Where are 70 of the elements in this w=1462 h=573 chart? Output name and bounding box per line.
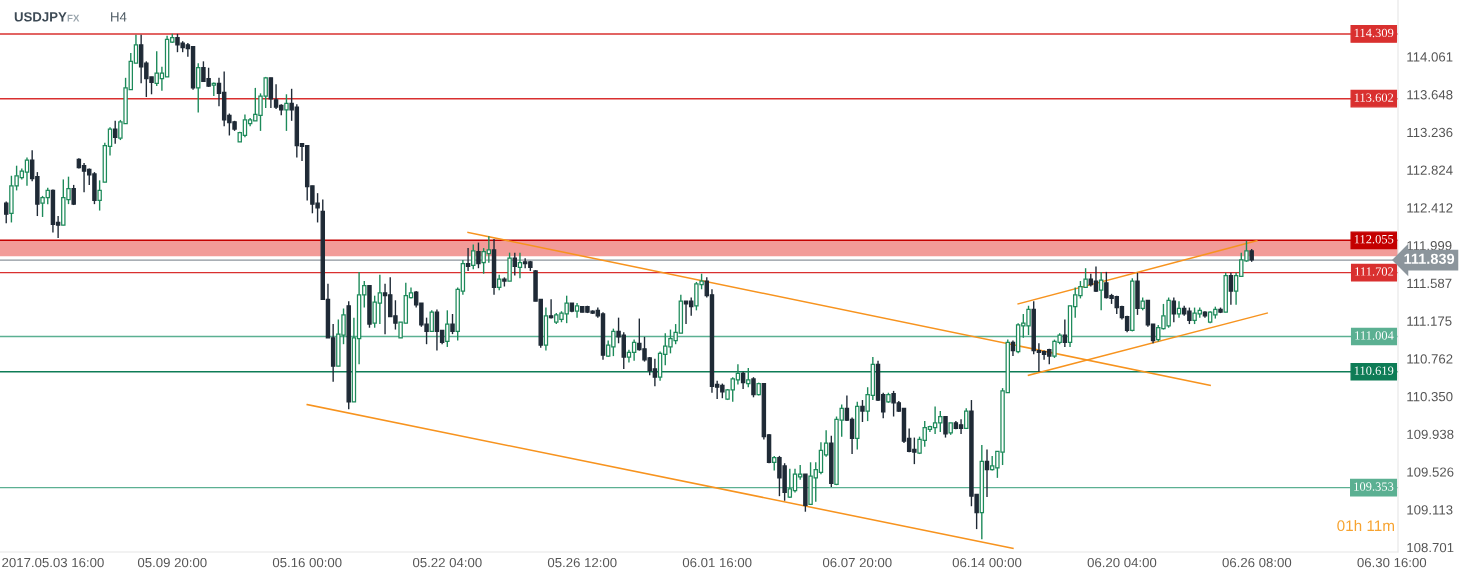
ref-line-label: 113.602 — [1354, 93, 1394, 102]
candlestick — [751, 376, 756, 398]
y-tick-label: 110.762 — [1407, 354, 1453, 364]
candlestick — [1062, 318, 1068, 348]
ref-line-label: 114.309 — [1354, 28, 1394, 38]
candlestick — [787, 468, 793, 499]
x-tick-label: 05.16 00:00 — [272, 557, 342, 568]
candlestick — [1093, 265, 1099, 293]
y-tick-label: 113.236 — [1407, 127, 1453, 138]
candlestick — [471, 243, 476, 270]
candlestick — [268, 77, 274, 109]
candlestick — [1171, 296, 1177, 323]
candlestick — [964, 407, 969, 430]
x-tick-label: 05.26 12:00 — [547, 557, 617, 568]
candlestick — [512, 251, 518, 277]
x-tick-label: 05.22 04:00 — [412, 557, 482, 568]
y-tick-label: 112.824 — [1407, 165, 1453, 175]
y-tick-label: 111.587 — [1407, 278, 1452, 289]
y-tick-label: 114.061 — [1407, 52, 1453, 62]
x-tick-label: 06.14 00:00 — [952, 557, 1022, 568]
candlestick — [97, 179, 102, 212]
ref-line-label: 111.004 — [1355, 331, 1394, 340]
candlestick — [445, 309, 450, 348]
candlestick — [517, 251, 523, 279]
candlestick — [1098, 271, 1104, 312]
ref-line-label: 111.702 — [1355, 267, 1394, 276]
candlestick — [943, 415, 948, 439]
y-tick-label: 109.526 — [1407, 467, 1454, 477]
candlestick — [683, 300, 689, 325]
candlestick — [382, 283, 388, 335]
candlestick — [476, 241, 481, 269]
candlestick — [507, 251, 512, 282]
annotation: FX — [67, 14, 80, 22]
candlestick — [195, 62, 201, 114]
ref-line-label: 110.619 — [1354, 366, 1394, 375]
x-tick-label: 06.30 16:00 — [1357, 557, 1427, 568]
candlestick — [818, 441, 824, 475]
y-tick-label: 109.113 — [1407, 505, 1453, 515]
y-tick-label: 109.938 — [1407, 429, 1454, 439]
annotation: H4 — [111, 12, 127, 22]
annotation: 01h 11m — [1337, 519, 1394, 532]
ref-line-label: 112.055 — [1354, 234, 1394, 244]
candlestick — [112, 120, 118, 145]
x-tick-label: 05.09 20:00 — [137, 557, 207, 568]
candlestick — [548, 298, 554, 320]
x-tick-label: 06.26 08:00 — [1222, 557, 1292, 568]
x-tick-label: 2017.05.03 16:00 — [2, 557, 104, 568]
candlestick — [429, 309, 434, 333]
candlestick — [3, 200, 9, 225]
candlestick — [746, 367, 751, 388]
y-tick-label: 108.701 — [1407, 542, 1454, 553]
ref-line-label: 111.839 — [1404, 253, 1455, 265]
ref-line-label: 109.353 — [1354, 482, 1394, 491]
y-tick-label: 111.999 — [1407, 240, 1452, 251]
candlestick — [465, 247, 471, 272]
candlestick — [284, 93, 289, 132]
x-tick-label: 06.20 04:00 — [1087, 557, 1157, 568]
candlestick — [1228, 272, 1234, 306]
candlestick — [450, 313, 455, 335]
y-tick-label: 112.412 — [1407, 203, 1453, 213]
text: USDJPY — [14, 12, 67, 22]
y-tick-label: 110.350 — [1407, 391, 1453, 402]
candlestick — [631, 338, 637, 362]
y-tick-label: 113.648 — [1407, 90, 1453, 100]
y-tick-label: 111.175 — [1407, 316, 1452, 326]
candlestick — [24, 156, 30, 187]
x-tick-label: 06.07 20:00 — [822, 557, 892, 568]
x-tick-label: 06.01 16:00 — [682, 557, 752, 568]
candlestick — [958, 418, 964, 435]
candlestick — [860, 399, 865, 423]
